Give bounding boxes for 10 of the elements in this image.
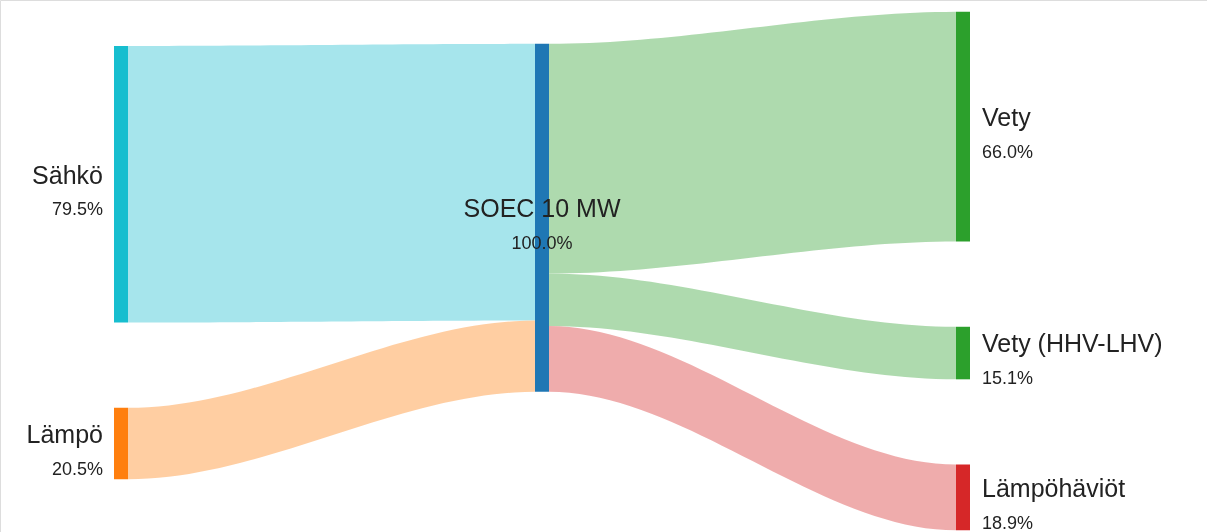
category-label: Lämpöhäviöt <box>982 473 1126 502</box>
data-label: 66.0% <box>982 141 1034 162</box>
category-label: Sähkö <box>32 160 103 189</box>
data-label: 20.5% <box>51 458 103 479</box>
category-label: Lämpö <box>26 419 103 448</box>
category-label: Vety <box>982 102 1032 131</box>
data-label: 79.5% <box>51 199 103 220</box>
data-label: 18.9% <box>982 512 1034 532</box>
data-label: 15.1% <box>982 368 1034 389</box>
category-label: Vety (HHV-LHV) <box>982 329 1163 358</box>
